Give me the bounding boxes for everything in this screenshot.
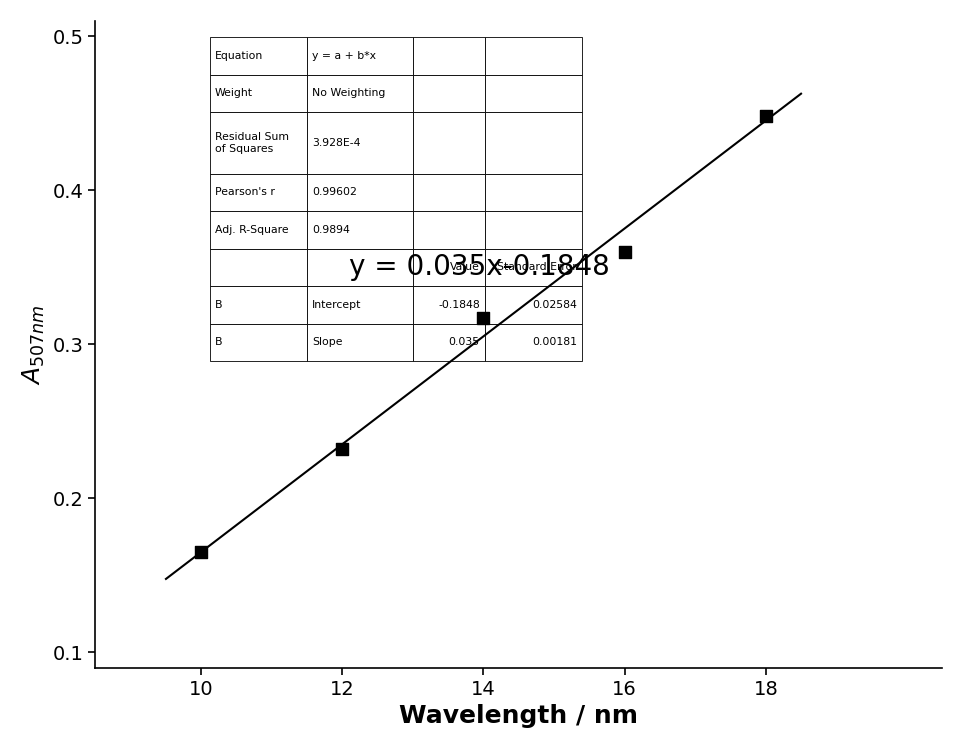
Bar — [210, 75, 307, 112]
Text: Value: Value — [450, 262, 480, 273]
Text: B: B — [215, 337, 222, 348]
Bar — [485, 37, 583, 75]
Text: 3.928E-4: 3.928E-4 — [312, 138, 361, 148]
Bar — [210, 37, 307, 75]
Y-axis label: $A_{507nm}$: $A_{507nm}$ — [21, 304, 47, 385]
Point — [194, 546, 209, 558]
Text: Equation: Equation — [215, 51, 263, 61]
Text: 0.99602: 0.99602 — [312, 187, 357, 197]
Bar — [413, 211, 485, 249]
Point — [758, 110, 773, 122]
Bar — [210, 249, 307, 286]
Text: No Weighting: No Weighting — [312, 88, 385, 98]
Bar — [307, 174, 413, 211]
Bar — [485, 112, 583, 174]
Bar — [307, 286, 413, 324]
Text: -0.1848: -0.1848 — [438, 300, 480, 310]
Text: B: B — [215, 300, 222, 310]
Bar — [413, 324, 485, 361]
Text: Adj. R-Square: Adj. R-Square — [215, 225, 288, 234]
Text: Weight: Weight — [215, 88, 253, 98]
Bar — [307, 37, 413, 75]
Bar — [413, 249, 485, 286]
Bar — [413, 174, 485, 211]
Bar — [413, 75, 485, 112]
Text: Residual Sum
of Squares: Residual Sum of Squares — [215, 132, 289, 154]
Text: 0.9894: 0.9894 — [312, 225, 350, 234]
Bar — [413, 112, 485, 174]
Bar — [485, 249, 583, 286]
Bar — [485, 75, 583, 112]
Text: Slope: Slope — [312, 337, 343, 348]
Bar — [485, 174, 583, 211]
Bar — [307, 249, 413, 286]
Bar — [307, 211, 413, 249]
Text: 0.02584: 0.02584 — [533, 300, 577, 310]
Point — [335, 443, 351, 455]
Point — [476, 312, 491, 324]
Bar — [485, 211, 583, 249]
Bar — [210, 324, 307, 361]
Bar — [413, 286, 485, 324]
Bar — [210, 112, 307, 174]
Text: Intercept: Intercept — [312, 300, 361, 310]
Text: y = a + b*x: y = a + b*x — [312, 51, 377, 61]
Bar — [485, 324, 583, 361]
Bar — [485, 286, 583, 324]
X-axis label: Wavelength / nm: Wavelength / nm — [400, 704, 638, 728]
Bar — [210, 174, 307, 211]
Point — [617, 246, 633, 258]
Bar — [210, 286, 307, 324]
Bar — [307, 324, 413, 361]
Bar — [307, 112, 413, 174]
Text: Standard Error: Standard Error — [498, 262, 577, 273]
Text: 0.035: 0.035 — [449, 337, 480, 348]
Text: 0.00181: 0.00181 — [533, 337, 577, 348]
Text: y = 0.035x-0.1848: y = 0.035x-0.1848 — [350, 252, 611, 281]
Bar — [413, 37, 485, 75]
Text: Pearson's r: Pearson's r — [215, 187, 274, 197]
Bar — [307, 75, 413, 112]
Bar — [210, 211, 307, 249]
